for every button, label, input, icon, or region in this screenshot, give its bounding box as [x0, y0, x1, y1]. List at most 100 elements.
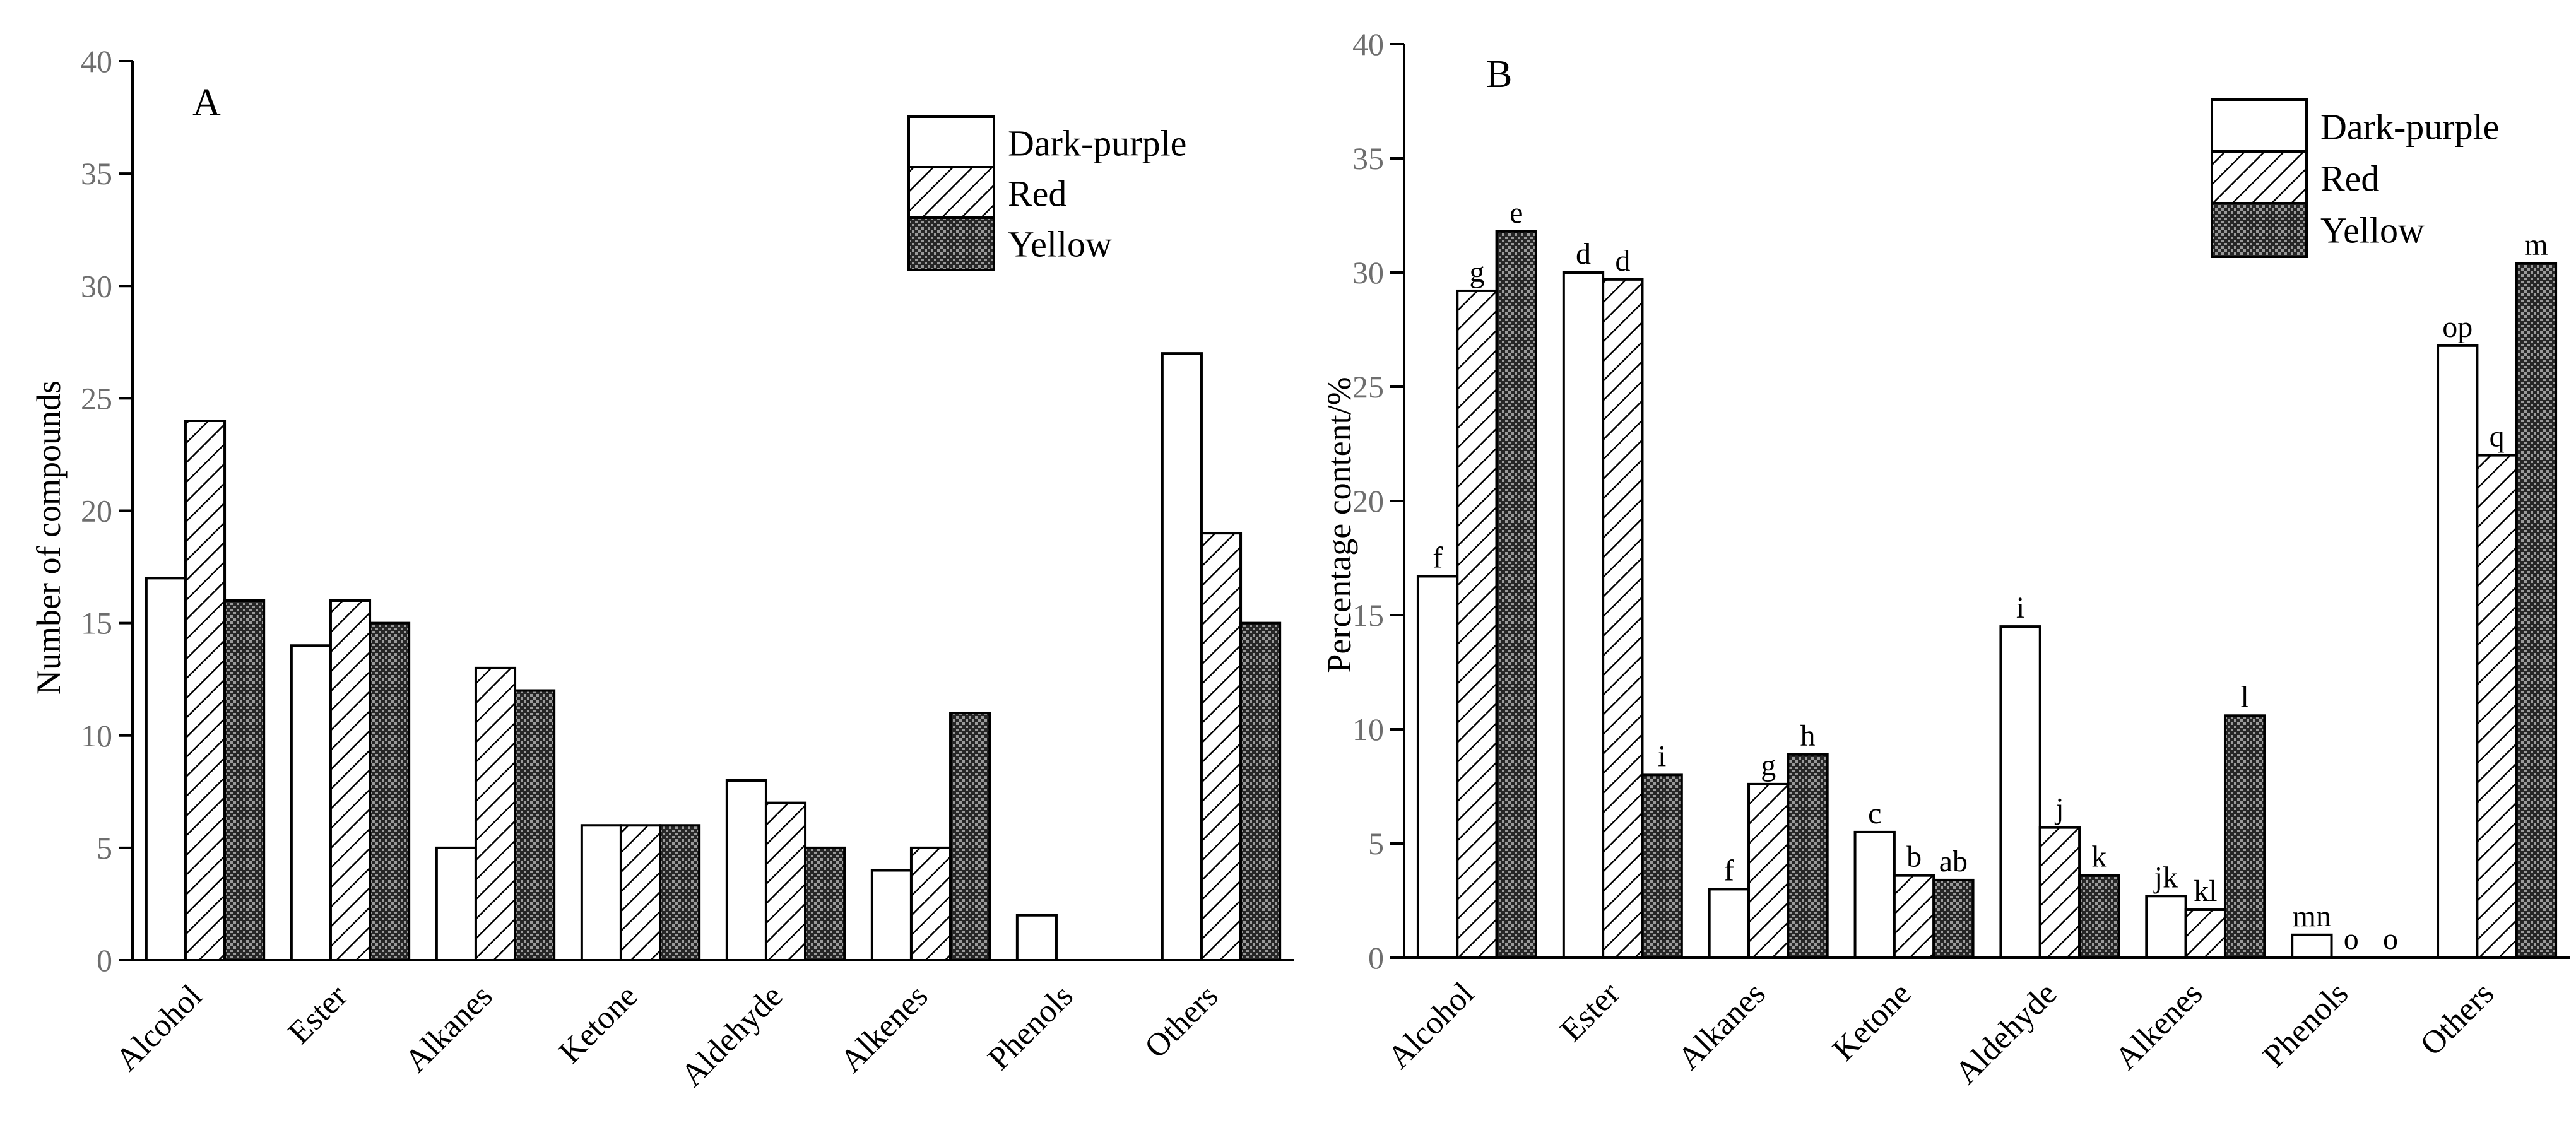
bar-red-others: [1200, 532, 1243, 961]
y-tick-label: 0: [97, 943, 112, 978]
bar-dark-purple-phenols: [1015, 914, 1058, 961]
bar-yellow-alcohol: [1495, 230, 1537, 960]
bar-red-aldehyde: [2038, 826, 2081, 960]
bar-red-alkanes: [1747, 782, 1790, 959]
bar-dark-purple-alkanes: [435, 846, 477, 961]
bar-red-alkenes: [2184, 908, 2226, 959]
x-category-label: Alcohol: [109, 978, 210, 1078]
bar-red-ketone: [1893, 874, 1935, 960]
panel-b-letter: B: [1486, 53, 1512, 96]
bar-yellow-others: [2515, 262, 2558, 959]
panel-a-letter: A: [192, 81, 221, 124]
x-category-label: Alcohol: [1381, 975, 1481, 1076]
bar-dark-purple-phenols: [2291, 933, 2333, 960]
significance-label: m: [2524, 228, 2548, 262]
y-tick-label: 10: [81, 718, 112, 753]
significance-label: q: [2490, 420, 2505, 454]
bar-dark-purple-alkanes: [1708, 888, 1751, 960]
legend-label-red: Red: [1008, 173, 1066, 215]
bar-red-ester: [1602, 278, 1644, 959]
bar-red-ketone: [619, 824, 662, 961]
x-category-label: Ketone: [552, 978, 644, 1070]
bar-dark-purple-aldehyde: [725, 779, 767, 961]
x-category-label: Phenols: [981, 978, 1080, 1077]
y-tick-label: 20: [81, 493, 112, 529]
bar-dark-purple-others: [1161, 352, 1203, 961]
bar-yellow-alkanes: [514, 689, 556, 961]
bar-yellow-aldehyde: [2078, 874, 2120, 960]
y-tick-label: 5: [97, 830, 112, 866]
bar-yellow-alkenes: [949, 712, 991, 961]
significance-label: i: [1658, 739, 1666, 773]
significance-label: o: [2344, 922, 2359, 956]
bar-dark-purple-others: [2437, 344, 2479, 959]
x-category-label: Alkanes: [398, 978, 500, 1079]
y-tick-label: 35: [81, 156, 112, 191]
x-category-label: Ketone: [1826, 975, 1918, 1067]
bar-dark-purple-ester: [1562, 271, 1605, 959]
y-tick-label: 10: [1352, 712, 1384, 747]
panel-a-plot: 0 5 10 15 20 25 30 35 40 Alcohol Ester Alkanes Keton…: [81, 44, 1294, 1093]
bar-dark-purple-ketone: [1853, 830, 1896, 960]
legend-label-yellow: Yellow: [2320, 210, 2425, 251]
significance-label: jk: [2153, 861, 2178, 894]
x-category-label: Alkanes: [1671, 975, 1773, 1077]
bar-red-others: [2476, 454, 2518, 959]
chart-panel-b: B Percentage content/% 0 5 10 15 20 25 30 35 40 f…: [1320, 26, 2570, 1091]
legend-label-dark-purple: Dark-purple: [2320, 107, 2499, 148]
legend-swatch-yellow: [907, 216, 995, 271]
y-tick-label: 5: [1368, 826, 1384, 861]
legend-label-red: Red: [2320, 158, 2379, 199]
significance-label: op: [2442, 310, 2473, 344]
y-tick-label: 15: [1352, 597, 1384, 633]
significance-label: h: [1800, 719, 1816, 753]
significance-label: o: [2383, 922, 2398, 956]
bar-dark-purple-ketone: [580, 824, 622, 961]
bar-dark-purple-alkenes: [870, 869, 913, 961]
chart-panel-a: A Number of compounds 0 5 10 15 20 25 30 35 40 Al…: [30, 44, 1294, 1093]
bar-yellow-alkanes: [1787, 753, 1829, 959]
y-tick-label: 25: [1352, 369, 1384, 404]
bar-yellow-ketone: [1932, 878, 1975, 960]
y-tick-label: 20: [1352, 483, 1384, 519]
significance-label: f: [1724, 854, 1734, 887]
significance-label: j: [2054, 792, 2064, 826]
bar-yellow-aldehyde: [804, 846, 846, 961]
bar-yellow-alcohol: [223, 599, 266, 961]
bar-dark-purple-alkenes: [2145, 895, 2187, 960]
x-category-label: Ester: [281, 978, 355, 1051]
x-category-label: Alkenes: [834, 978, 935, 1079]
y-tick-label: 35: [1352, 141, 1384, 176]
y-tick-label: 30: [81, 268, 112, 303]
significance-label: mn: [2293, 900, 2331, 933]
y-tick-label: 40: [1352, 26, 1384, 62]
legend-label-dark-purple: Dark-purple: [1008, 123, 1186, 164]
x-category-label: Alkenes: [2108, 975, 2209, 1077]
bar-yellow-ester: [369, 621, 411, 961]
significance-label: d: [1576, 237, 1591, 271]
significance-label: k: [2091, 840, 2106, 874]
significance-label: i: [2016, 591, 2024, 625]
significance-label: c: [1868, 797, 1881, 830]
legend-swatch-red: [907, 166, 995, 221]
bar-red-alcohol: [184, 420, 227, 961]
legend-swatch-yellow: [2211, 202, 2308, 258]
significance-label: g: [1469, 256, 1484, 289]
y-tick-label: 0: [1368, 940, 1384, 975]
bar-dark-purple-alcohol: [145, 577, 187, 961]
y-tick-label: 40: [81, 44, 112, 79]
bar-dark-purple-alcohol: [1416, 575, 1459, 959]
x-category-label: Others: [2414, 975, 2501, 1062]
bar-yellow-ester: [1641, 773, 1683, 960]
legend-swatch-red: [2211, 150, 2308, 206]
significance-label: f: [1433, 541, 1443, 574]
bar-red-alkenes: [909, 846, 952, 961]
x-category-label: Aldehyde: [674, 978, 789, 1093]
bar-yellow-alkenes: [2223, 714, 2266, 960]
bar-red-alcohol: [1456, 289, 1498, 960]
panel-a-ylabel: Number of compounds: [30, 380, 68, 695]
bar-red-ester: [329, 599, 372, 961]
x-category-label: Others: [1138, 978, 1225, 1065]
bar-yellow-ketone: [659, 824, 701, 961]
